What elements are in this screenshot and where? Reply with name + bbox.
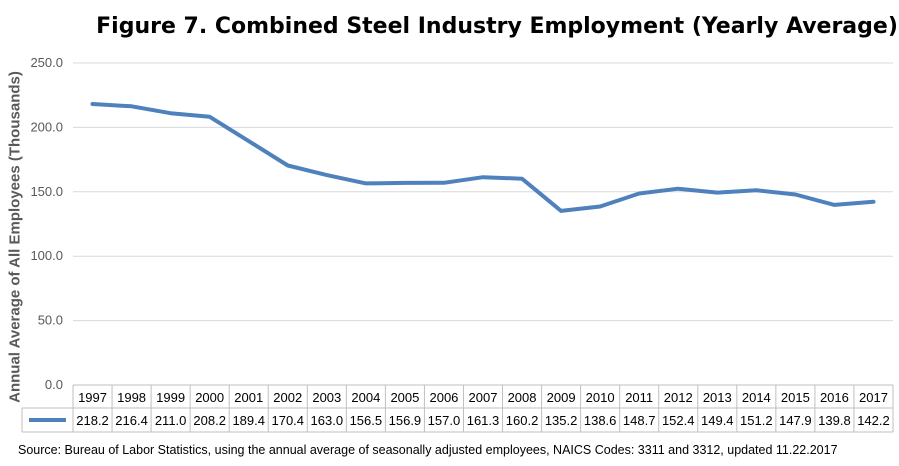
data-label: 152.4 <box>662 413 695 428</box>
y-tick-label: 50.0 <box>38 313 63 328</box>
x-tick-label: 2012 <box>664 390 693 405</box>
data-label: 170.4 <box>271 413 304 428</box>
series-line <box>90 102 876 213</box>
data-label: 148.7 <box>623 413 656 428</box>
data-label: 156.9 <box>389 413 422 428</box>
x-tick-label: 2000 <box>195 390 224 405</box>
source-note: Source: Bureau of Labor Statistics, usin… <box>18 443 838 457</box>
line-chart: 0.0 50.0 100.0 150.0 200.0 250.0 1997 1998 1999 2… <box>21 55 894 433</box>
x-tick-label: 2010 <box>586 390 615 405</box>
y-tick-label: 150.0 <box>30 184 63 199</box>
data-label: 151.2 <box>740 413 773 428</box>
data-label: 157.0 <box>428 413 461 428</box>
x-tick-label: 2015 <box>781 390 810 405</box>
data-label: 161.3 <box>467 413 500 428</box>
x-tick-label: 2009 <box>547 390 576 405</box>
x-tick-label: 2011 <box>625 390 653 405</box>
x-tick-label: 2006 <box>429 390 458 405</box>
data-label: 218.2 <box>76 413 109 428</box>
data-label: 139.8 <box>818 413 851 428</box>
x-tick-label: 2017 <box>859 390 888 405</box>
x-tick-label: 1998 <box>117 390 146 405</box>
x-tick-label: 2007 <box>469 390 498 405</box>
data-label: 163.0 <box>311 413 344 428</box>
y-tick-label: 0.0 <box>45 377 63 392</box>
data-label: 211.0 <box>155 413 187 428</box>
x-tick-label: 2016 <box>820 390 849 405</box>
x-tick-label: 1997 <box>78 390 107 405</box>
data-label: 142.2 <box>857 413 890 428</box>
x-tick-label: 2004 <box>351 390 380 405</box>
data-label: 216.4 <box>115 413 148 428</box>
data-label: 138.6 <box>584 413 617 428</box>
data-label: 160.2 <box>506 413 539 428</box>
data-label: 149.4 <box>701 413 734 428</box>
x-tick-label: 2014 <box>742 390 771 405</box>
y-tick-label: 200.0 <box>30 119 63 134</box>
chart-title: Figure 7. Combined Steel Industry Employ… <box>96 14 898 39</box>
x-tick-label: 1999 <box>156 390 185 405</box>
y-tick-label: 250.0 <box>30 55 63 70</box>
data-label: 208.2 <box>193 413 226 428</box>
x-tick-label: 2002 <box>273 390 302 405</box>
x-tick-label: 2003 <box>312 390 341 405</box>
data-label: 156.5 <box>350 413 383 428</box>
x-tick-label: 2001 <box>234 390 263 405</box>
data-label: 147.9 <box>779 413 812 428</box>
y-tick-label: 100.0 <box>30 248 63 263</box>
x-tick-label: 2008 <box>508 390 537 405</box>
x-tick-label: 2005 <box>390 390 419 405</box>
data-label: 189.4 <box>232 413 265 428</box>
x-tick-label: 2013 <box>703 390 732 405</box>
data-label: 135.2 <box>545 413 578 428</box>
